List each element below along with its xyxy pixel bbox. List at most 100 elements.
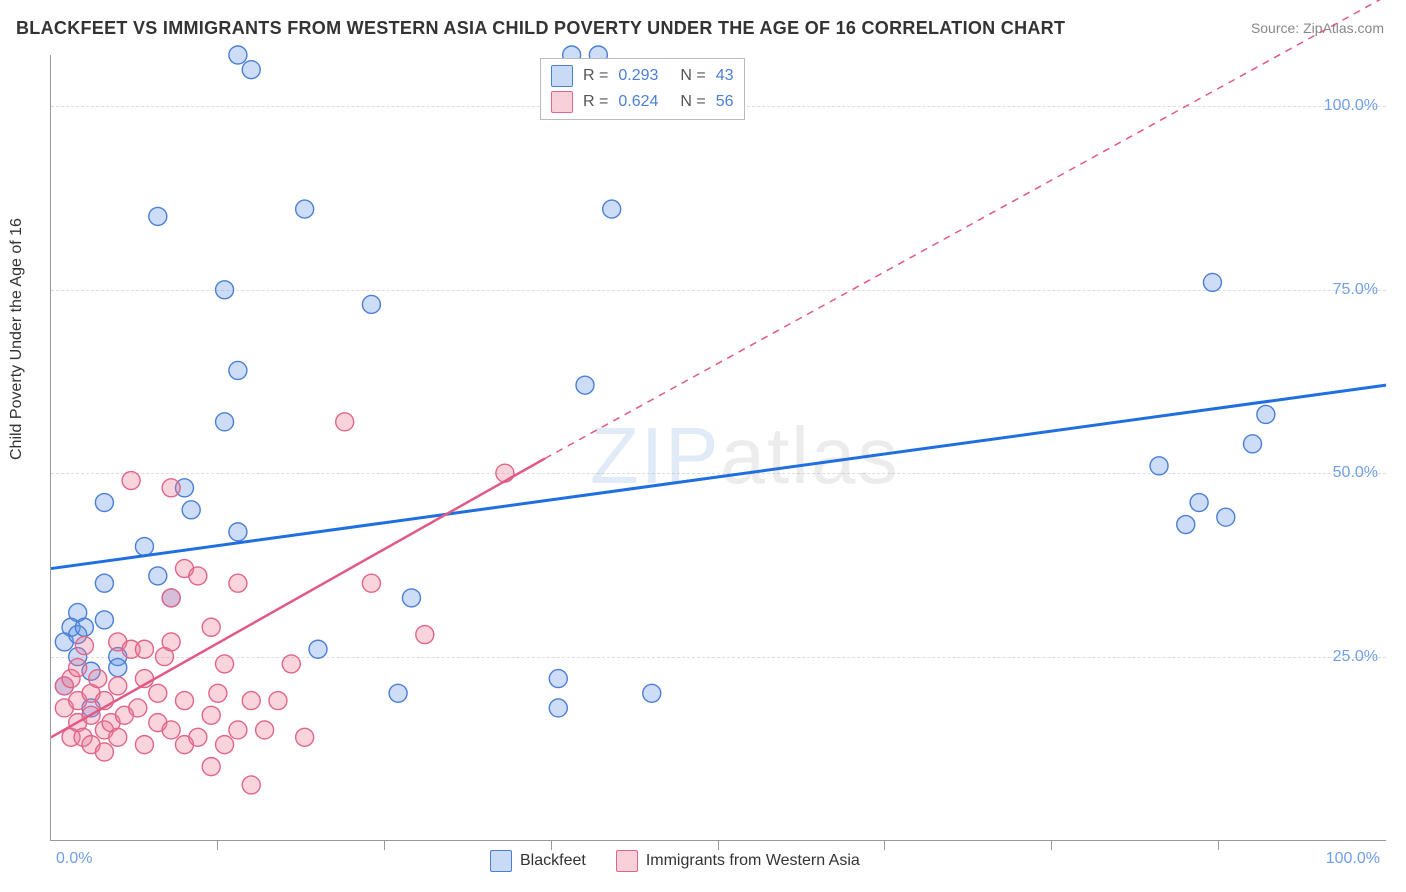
- data-point: [176, 692, 194, 710]
- data-point: [1203, 273, 1221, 291]
- legend-R-value: 0.624: [618, 93, 658, 111]
- data-point: [362, 574, 380, 592]
- swatch-icon: [616, 850, 638, 872]
- data-point: [95, 611, 113, 629]
- data-point: [1257, 405, 1275, 423]
- data-point: [182, 501, 200, 519]
- data-point: [296, 728, 314, 746]
- x-tick: [217, 840, 218, 850]
- chart-title: BLACKFEET VS IMMIGRANTS FROM WESTERN ASI…: [16, 18, 1065, 39]
- legend-item: Blackfeet: [490, 850, 586, 872]
- data-point: [229, 721, 247, 739]
- data-point: [389, 684, 407, 702]
- data-point: [75, 637, 93, 655]
- trend-line: [51, 385, 1386, 568]
- source-label: Source: ZipAtlas.com: [1251, 20, 1384, 36]
- data-point: [216, 281, 234, 299]
- data-point: [242, 776, 260, 794]
- data-point: [549, 670, 567, 688]
- legend-R-value: 0.293: [618, 67, 658, 85]
- legend-stats-row: R = 0.624 N = 56: [551, 89, 734, 115]
- swatch-icon: [551, 65, 573, 87]
- swatch-icon: [490, 850, 512, 872]
- x-tick: [884, 840, 885, 850]
- data-point: [162, 721, 180, 739]
- x-tick: [551, 840, 552, 850]
- x-tick: [384, 840, 385, 850]
- legend-N-label: N =: [680, 67, 705, 85]
- data-point: [202, 618, 220, 636]
- data-point: [135, 736, 153, 754]
- x-tick: [1051, 840, 1052, 850]
- trend-line: [51, 459, 545, 738]
- data-point: [95, 743, 113, 761]
- data-point: [149, 684, 167, 702]
- data-point: [202, 758, 220, 776]
- data-point: [1190, 494, 1208, 512]
- legend-N-value: 43: [716, 67, 734, 85]
- legend-stats-row: R = 0.293 N = 43: [551, 63, 734, 89]
- data-point: [362, 295, 380, 313]
- x-tick: [718, 840, 719, 850]
- data-point: [229, 361, 247, 379]
- data-point: [282, 655, 300, 673]
- data-point: [95, 574, 113, 592]
- x-axis-label-min: 0.0%: [56, 850, 92, 868]
- data-point: [296, 200, 314, 218]
- data-point: [189, 567, 207, 585]
- legend-stats: R = 0.293 N = 43 R = 0.624 N = 56: [540, 58, 745, 120]
- data-point: [309, 640, 327, 658]
- data-point: [242, 692, 260, 710]
- data-point: [95, 494, 113, 512]
- data-point: [162, 589, 180, 607]
- data-point: [216, 413, 234, 431]
- data-point: [1244, 435, 1262, 453]
- data-point: [229, 46, 247, 64]
- x-tick: [1218, 840, 1219, 850]
- data-point: [135, 538, 153, 556]
- data-point: [89, 670, 107, 688]
- data-point: [109, 659, 127, 677]
- legend-R-label: R =: [583, 67, 608, 85]
- data-point: [189, 728, 207, 746]
- legend-item-label: Blackfeet: [520, 852, 586, 870]
- legend-N-value: 56: [716, 93, 734, 111]
- data-point: [229, 574, 247, 592]
- data-point: [256, 721, 274, 739]
- data-point: [109, 728, 127, 746]
- data-point: [229, 523, 247, 541]
- data-point: [416, 626, 434, 644]
- data-point: [1177, 516, 1195, 534]
- legend-item-label: Immigrants from Western Asia: [646, 852, 860, 870]
- plot-svg: [51, 55, 1386, 840]
- data-point: [69, 604, 87, 622]
- data-point: [129, 699, 147, 717]
- data-point: [162, 479, 180, 497]
- data-point: [269, 692, 287, 710]
- data-point: [202, 706, 220, 724]
- data-point: [162, 633, 180, 651]
- data-point: [122, 472, 140, 490]
- data-point: [216, 736, 234, 754]
- plot-area: 25.0%50.0%75.0%100.0%: [50, 55, 1386, 841]
- data-point: [1217, 508, 1235, 526]
- data-point: [216, 655, 234, 673]
- data-point: [603, 200, 621, 218]
- x-axis-label-max: 100.0%: [1326, 850, 1380, 868]
- data-point: [135, 640, 153, 658]
- legend-item: Immigrants from Western Asia: [616, 850, 860, 872]
- data-point: [69, 659, 87, 677]
- data-point: [149, 567, 167, 585]
- data-point: [496, 464, 514, 482]
- data-point: [109, 677, 127, 695]
- data-point: [402, 589, 420, 607]
- legend-R-label: R =: [583, 93, 608, 111]
- data-point: [549, 699, 567, 717]
- swatch-icon: [551, 91, 573, 113]
- y-axis-label: Child Poverty Under the Age of 16: [8, 218, 26, 460]
- data-point: [1150, 457, 1168, 475]
- data-point: [336, 413, 354, 431]
- data-point: [576, 376, 594, 394]
- legend-N-label: N =: [680, 93, 705, 111]
- data-point: [242, 61, 260, 79]
